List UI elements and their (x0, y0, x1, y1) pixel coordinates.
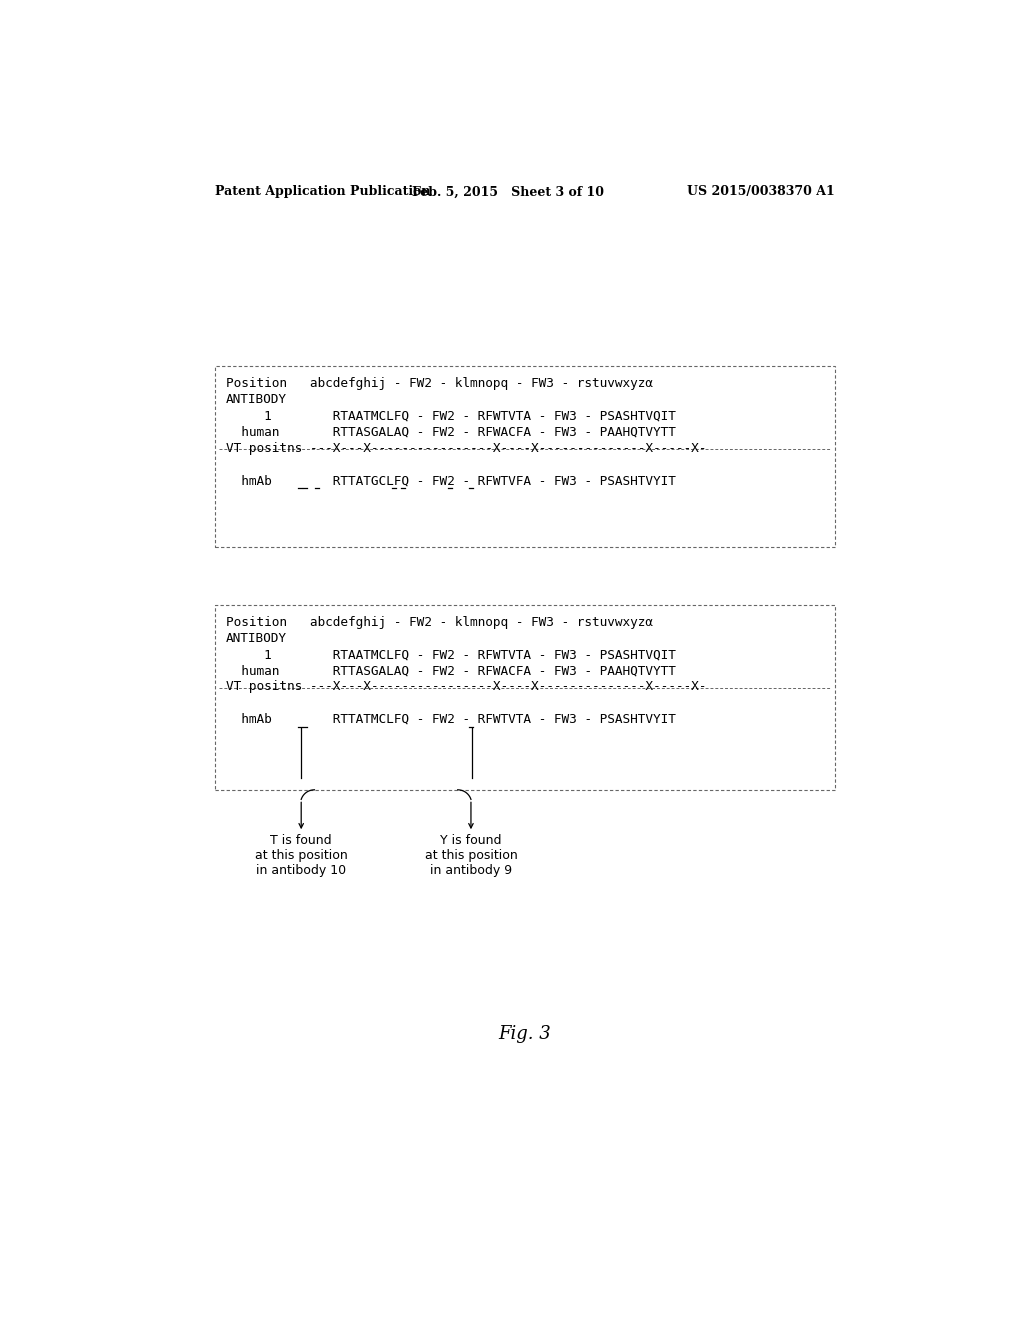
Text: human       RTTASGALAQ - FW2 - RFWACFA - FW3 - PAAHQTVYTT: human RTTASGALAQ - FW2 - RFWACFA - FW3 -… (225, 664, 676, 677)
Text: Patent Application Publication: Patent Application Publication (215, 185, 430, 198)
Text: VT positns ---X---X----------------X----X--------------X-----X-: VT positns ---X---X----------------X----… (225, 442, 706, 455)
Text: US 2015/0038370 A1: US 2015/0038370 A1 (687, 185, 835, 198)
Text: Feb. 5, 2015   Sheet 3 of 10: Feb. 5, 2015 Sheet 3 of 10 (412, 185, 604, 198)
Text: Y is found
at this position
in antibody 9: Y is found at this position in antibody … (425, 834, 517, 878)
Text: 1        RTAATMCLFQ - FW2 - RFWTVTA - FW3 - PSASHTVQIT: 1 RTAATMCLFQ - FW2 - RFWTVTA - FW3 - PSA… (225, 409, 676, 422)
Text: human       RTTASGALAQ - FW2 - RFWACFA - FW3 - PAAHQTVYTT: human RTTASGALAQ - FW2 - RFWACFA - FW3 -… (225, 425, 676, 438)
Text: hmAb        RTTATGCLFQ - FW2 - RFWTVFA - FW3 - PSASHTVYIT: hmAb RTTATGCLFQ - FW2 - RFWTVFA - FW3 - … (225, 474, 676, 487)
Text: Position   abcdefghij - FW2 - klmnopq - FW3 - rstuvwxyzα: Position abcdefghij - FW2 - klmnopq - FW… (225, 378, 652, 391)
Text: Fig. 3: Fig. 3 (499, 1024, 551, 1043)
Text: 1        RTAATMCLFQ - FW2 - RFWTVTA - FW3 - PSASHTVQIT: 1 RTAATMCLFQ - FW2 - RFWTVTA - FW3 - PSA… (225, 648, 676, 661)
Text: VT positns ---X---X----------------X----X--------------X-----X-: VT positns ---X---X----------------X----… (225, 681, 706, 693)
Text: T is found
at this position
in antibody 10: T is found at this position in antibody … (255, 834, 347, 878)
Text: Position   abcdefghij - FW2 - klmnopq - FW3 - rstuvwxyzα: Position abcdefghij - FW2 - klmnopq - FW… (225, 615, 652, 628)
Text: hmAb        RTTATMCLFQ - FW2 - RFWTVTA - FW3 - PSASHTVYIT: hmAb RTTATMCLFQ - FW2 - RFWTVTA - FW3 - … (225, 713, 676, 726)
Text: ANTIBODY: ANTIBODY (225, 393, 287, 407)
Text: ANTIBODY: ANTIBODY (225, 632, 287, 645)
